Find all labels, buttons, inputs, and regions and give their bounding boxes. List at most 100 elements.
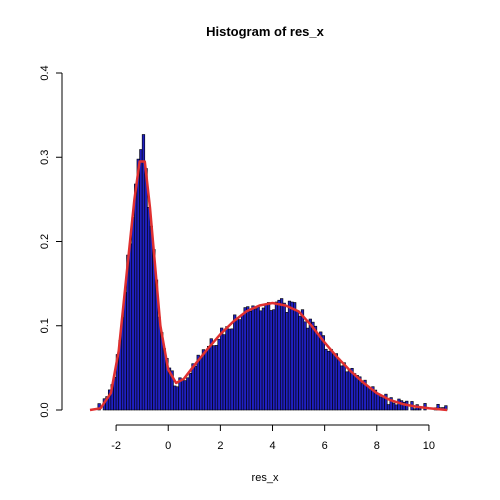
histogram-bar	[300, 309, 305, 411]
histogram-bar	[134, 183, 138, 411]
histogram-bar	[272, 309, 276, 411]
histogram-bar	[397, 398, 401, 411]
histogram-bar	[316, 334, 320, 411]
y-tick-label: 0.0	[39, 402, 51, 417]
histogram-bar	[355, 375, 359, 411]
histogram-bar	[214, 345, 219, 411]
histogram-bar	[222, 334, 226, 411]
histogram-bar	[240, 314, 245, 411]
histogram-bar	[233, 314, 237, 411]
histogram-bar	[194, 365, 198, 411]
x-tick-label: -2	[111, 440, 121, 452]
x-tick-label: 8	[374, 440, 380, 452]
histogram-bar	[261, 307, 265, 411]
x-axis: -2 0 2 4 6 8 10	[111, 424, 435, 452]
histogram-bar	[136, 158, 140, 411]
y-tick-label: 0.3	[39, 150, 51, 165]
histogram-bar	[207, 345, 211, 411]
histogram-bar	[123, 292, 127, 411]
histogram-bar	[227, 328, 232, 411]
histogram-bar	[394, 404, 398, 411]
histogram-bar	[295, 310, 299, 411]
histogram-bar	[290, 301, 294, 411]
histogram-bar	[220, 327, 224, 411]
histogram-bar	[183, 380, 187, 411]
histogram-bars	[97, 134, 448, 411]
histogram-bar	[379, 396, 383, 411]
histogram-bar	[345, 371, 349, 411]
histogram-bar	[285, 312, 289, 411]
x-tick-label: 2	[217, 440, 223, 452]
histogram-bar	[306, 327, 310, 411]
histogram-bar	[157, 316, 161, 411]
histogram-bar	[353, 373, 357, 411]
histogram-bar	[334, 353, 338, 411]
histogram-bar	[173, 385, 177, 411]
histogram-bar	[201, 349, 206, 411]
histogram-bar	[264, 304, 268, 411]
histogram-bar	[399, 400, 404, 411]
histogram-bar	[311, 321, 315, 411]
histogram-bar	[339, 365, 344, 411]
x-tick-label: 4	[269, 440, 275, 452]
y-tick-label: 0.4	[39, 65, 51, 80]
histogram-bar	[274, 301, 279, 411]
y-tick-label: 0.2	[39, 234, 51, 249]
histogram-bar	[313, 325, 318, 411]
histogram-bar	[308, 318, 312, 411]
histogram-bar	[368, 389, 372, 411]
histogram-bar	[209, 338, 213, 411]
chart-title: Histogram of res_x	[206, 24, 325, 39]
histogram-bar	[384, 393, 388, 411]
histogram-bar	[139, 149, 143, 411]
histogram-bar	[282, 302, 286, 411]
histogram-bar	[131, 217, 135, 411]
x-tick-label: 6	[322, 440, 328, 452]
histogram-bar	[287, 300, 292, 411]
histogram-bar	[191, 363, 195, 411]
histogram-bar	[253, 308, 258, 411]
histogram-bar	[175, 386, 179, 411]
histogram-bar	[144, 168, 148, 411]
histogram-bar	[376, 393, 380, 411]
x-tick-label: 10	[423, 440, 435, 452]
histogram-bar	[298, 315, 302, 411]
histogram-bar	[366, 386, 370, 411]
histogram-bar	[277, 299, 281, 411]
histogram-bar	[412, 408, 417, 411]
histogram-bar	[230, 328, 234, 411]
histogram-bar	[326, 350, 331, 411]
histogram-bar	[280, 298, 284, 411]
histogram-bar	[243, 307, 247, 411]
histogram-bar	[303, 321, 307, 411]
histogram-bar	[386, 404, 391, 411]
histogram-bar	[141, 134, 146, 411]
histogram-bar	[186, 377, 190, 411]
histogram-bar	[259, 310, 263, 411]
y-axis: 0.0 0.1 0.2 0.3 0.4	[39, 65, 63, 418]
histogram-bar	[329, 348, 333, 411]
histogram-bar	[149, 225, 153, 411]
histogram-bar	[319, 331, 323, 411]
x-axis-label: res_x	[252, 472, 279, 484]
histogram-bar	[235, 318, 239, 411]
histogram-bar	[217, 338, 221, 411]
histogram-bar	[246, 306, 250, 411]
x-tick-label: 0	[165, 440, 171, 452]
histogram-bar	[251, 305, 255, 411]
histogram-bar	[267, 302, 271, 411]
histogram-bar	[324, 348, 328, 411]
histogram-bar	[256, 306, 260, 411]
histogram-bar	[381, 396, 385, 411]
histogram-bar	[332, 353, 336, 411]
y-tick-label: 0.1	[39, 318, 51, 333]
histogram-bar	[128, 243, 133, 411]
histogram-bar	[188, 372, 193, 411]
histogram-bar	[225, 326, 229, 411]
histogram-bar	[360, 383, 365, 411]
histogram-bar	[337, 358, 341, 411]
histogram-bar	[347, 369, 352, 411]
histogram-bar	[199, 356, 203, 411]
histogram-bar	[248, 310, 252, 411]
